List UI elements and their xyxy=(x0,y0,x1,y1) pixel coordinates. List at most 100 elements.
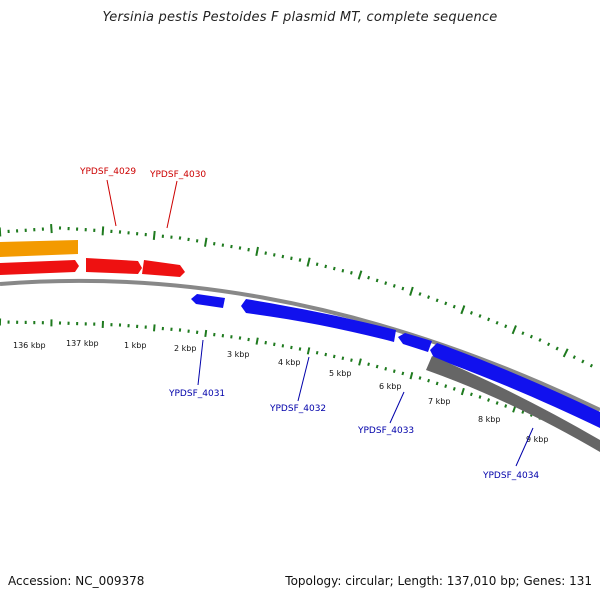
gc-tick xyxy=(435,381,439,386)
gc-tick xyxy=(306,257,311,267)
gene-label-ypdsf-4033[interactable]: YPDSF_4033 xyxy=(357,426,414,436)
gc-tick xyxy=(444,301,448,306)
gc-tick xyxy=(350,358,353,362)
gc-tick xyxy=(460,305,466,315)
gc-tick xyxy=(350,271,353,275)
gc-tick xyxy=(306,347,311,355)
gc-tick xyxy=(247,337,250,342)
orange-feature-arc[interactable] xyxy=(0,240,78,257)
gc-tick xyxy=(195,330,199,335)
gc-tick xyxy=(358,358,362,366)
gc-tick xyxy=(375,278,379,283)
gc-tick xyxy=(581,359,585,364)
coordinate-tick-labels: 136 kbp 137 kbp 1 kbp 2 kbp 3 kbp 4 kbp … xyxy=(13,339,548,444)
reverse-gene-ypdsf-4034[interactable] xyxy=(430,343,600,428)
gc-tick xyxy=(238,336,242,340)
tick-label: 9 kbp xyxy=(526,435,548,444)
gc-tick xyxy=(547,342,551,347)
gc-tick xyxy=(495,321,499,325)
backbone-circle xyxy=(0,278,600,412)
gc-tick xyxy=(221,333,225,338)
gc-tick xyxy=(401,286,405,291)
gc-tick xyxy=(238,246,242,250)
gc-tick xyxy=(469,392,473,397)
gc-tick xyxy=(290,256,293,261)
gc-tick xyxy=(504,324,508,329)
gc-tick xyxy=(418,292,422,296)
gene-label-ypdsf-4031[interactable]: YPDSF_4031 xyxy=(168,389,225,399)
gc-tick xyxy=(195,239,199,243)
tick-label: 137 kbp xyxy=(66,339,99,348)
map-title: Yersinia pestis Pestoides F plasmid MT, … xyxy=(102,10,498,25)
gc-tick xyxy=(384,367,388,371)
gc-tick xyxy=(332,354,336,359)
gc-tick xyxy=(384,281,388,286)
gc-tick xyxy=(255,246,259,256)
gc-tick xyxy=(281,344,285,348)
gc-tick xyxy=(367,362,370,367)
gc-tick xyxy=(409,286,414,296)
gray-feature-arc[interactable] xyxy=(426,356,600,452)
tick-label: 5 kbp xyxy=(329,369,351,378)
gc-tick xyxy=(572,355,576,360)
gc-tick xyxy=(152,230,156,241)
gc-tick xyxy=(418,376,422,380)
gc-tick xyxy=(392,369,396,373)
gc-tick xyxy=(204,237,208,247)
tick-label: 6 kbp xyxy=(379,382,401,391)
summary-text: Topology: circular; Length: 137,010 bp; … xyxy=(285,574,592,588)
gc-tick xyxy=(324,352,328,357)
reverse-gene-ypdsf-4031[interactable] xyxy=(191,294,225,308)
tick-label: 4 kbp xyxy=(278,358,300,367)
gc-tick xyxy=(521,410,525,414)
gc-tick xyxy=(469,311,473,315)
forward-gene-labels: YPDSF_4029 YPDSF_4030 xyxy=(79,167,206,229)
gc-tick xyxy=(452,304,456,309)
gc-tick xyxy=(332,266,336,271)
gc-tick xyxy=(273,253,276,257)
gc-tick xyxy=(153,324,156,332)
gc-tick xyxy=(444,384,448,389)
tick-label: 8 kbp xyxy=(478,415,500,424)
gc-tick xyxy=(460,387,465,396)
gc-tick xyxy=(264,251,267,255)
forward-gene-ypdsf-4030-b[interactable] xyxy=(142,260,185,277)
gc-tick xyxy=(401,371,405,376)
gc-tick xyxy=(101,226,105,236)
gene-label-ypdsf-4030[interactable]: YPDSF_4030 xyxy=(149,170,206,180)
gc-tick xyxy=(281,254,285,259)
gc-tick xyxy=(521,331,525,335)
tick-label: 136 kbp xyxy=(13,341,46,350)
gc-tick xyxy=(478,314,482,318)
gene-label-ypdsf-4034[interactable]: YPDSF_4034 xyxy=(482,471,539,481)
tick-label: 1 kbp xyxy=(124,341,146,350)
gc-tick xyxy=(315,350,319,355)
gc-tick xyxy=(504,404,508,408)
gc-tick xyxy=(204,329,208,338)
leader-line xyxy=(106,179,117,227)
gc-tick xyxy=(367,275,371,280)
reverse-gene-ypdsf-4033[interactable] xyxy=(398,333,432,352)
gc-tick xyxy=(538,338,542,342)
gc-tick xyxy=(589,363,593,368)
gc-tick xyxy=(511,325,517,335)
gene-label-ypdsf-4032[interactable]: YPDSF_4032 xyxy=(269,404,326,414)
gc-tick xyxy=(427,295,431,299)
gc-tick xyxy=(230,244,233,249)
gc-tick xyxy=(273,342,276,347)
gc-tick xyxy=(50,224,53,234)
gc-tick xyxy=(341,268,345,273)
gc-tick xyxy=(315,262,319,267)
tick-label: 7 kbp xyxy=(428,397,450,406)
gc-tick xyxy=(290,345,293,350)
leader-line xyxy=(389,391,405,424)
forward-gene-ypdsf-4029[interactable] xyxy=(0,260,79,275)
accession-text: Accession: NC_009378 xyxy=(8,574,145,588)
gc-tick xyxy=(392,283,396,288)
gene-label-ypdsf-4029[interactable]: YPDSF_4029 xyxy=(79,167,136,177)
gc-tick xyxy=(495,401,499,405)
reverse-gene-ypdsf-4032[interactable] xyxy=(241,299,396,342)
forward-gene-ypdsf-4030-a[interactable] xyxy=(86,258,142,274)
